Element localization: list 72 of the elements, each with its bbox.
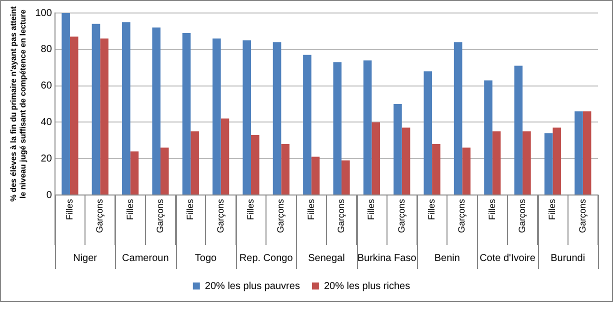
bar	[281, 144, 290, 194]
bar	[454, 42, 462, 194]
legend-label: 20% les plus pauvres	[204, 280, 300, 292]
x-tick-label: Filles	[124, 198, 135, 220]
text: Rep. Congo	[239, 252, 294, 264]
x-tick-label: Filles	[64, 198, 74, 220]
bar	[152, 28, 160, 194]
x-tick-label: Garçons	[396, 198, 406, 234]
bar	[272, 42, 282, 194]
text: Togo	[194, 252, 218, 264]
bar	[462, 148, 471, 194]
bar	[160, 148, 169, 194]
y-tick-label: 100	[35, 8, 52, 19]
x-tick-label: Filles	[185, 198, 196, 220]
y-tick-label: 20	[40, 153, 52, 164]
bar	[544, 133, 553, 194]
y-tick-label: 40	[40, 116, 52, 128]
x-tick-label: Garçons	[94, 198, 105, 234]
bar	[492, 131, 501, 194]
x-tick-label: Filles	[306, 198, 316, 220]
y-axis-title: % des élèves à la fin du primaire n'ayant pas atteint le niveau jugé suffisant de compétence en lecture	[9, 6, 28, 202]
bar	[582, 111, 592, 194]
x-tick-label: Garçons	[456, 198, 467, 234]
bar	[552, 128, 562, 194]
bar	[182, 33, 191, 194]
y-tick-label: 0	[46, 190, 52, 201]
bar	[402, 128, 410, 194]
y-tick-label: 80	[40, 44, 52, 56]
bar	[122, 22, 130, 194]
text: Burundi	[550, 252, 586, 264]
x-tick-label: Garçons	[517, 198, 528, 234]
text: Burkina Faso	[357, 252, 417, 264]
bar	[363, 60, 372, 194]
x-tick-label: Filles	[245, 198, 256, 220]
text: Niger	[73, 252, 98, 264]
bar	[212, 38, 221, 194]
x-tick-label: Garçons	[215, 198, 226, 234]
bar	[190, 131, 199, 194]
x-tick-label: Filles	[547, 198, 558, 220]
bar	[100, 38, 108, 194]
bar	[514, 66, 523, 194]
x-tick-label: Filles	[426, 198, 437, 220]
x-tick-label: Garçons	[154, 198, 165, 234]
x-tick-label: Filles	[486, 198, 497, 220]
legend-label: 20% les plus riches	[324, 280, 410, 292]
bar	[394, 104, 402, 194]
text: Cote d'Ivoire	[480, 252, 536, 264]
bar	[574, 111, 583, 194]
bar	[372, 122, 380, 194]
bar	[220, 118, 230, 194]
x-tick-label: Garçons	[336, 198, 346, 234]
bar	[242, 40, 252, 194]
bar	[62, 13, 70, 194]
bar	[130, 151, 139, 194]
bar	[432, 144, 440, 194]
bar	[424, 71, 432, 194]
y-tick-label: 60	[40, 80, 52, 92]
text: Senegal	[308, 252, 345, 264]
bar	[311, 156, 320, 194]
x-tick-label: Filles	[366, 198, 376, 220]
bar	[70, 36, 78, 194]
x-tick-label: Garçons	[577, 198, 588, 234]
x-tick-label: Garçons	[276, 198, 286, 234]
bar	[303, 54, 312, 194]
bar	[342, 160, 350, 194]
bar	[522, 131, 531, 194]
text: Cameroun	[122, 252, 169, 264]
bar	[484, 80, 492, 194]
bar	[333, 62, 342, 194]
bar	[251, 134, 260, 194]
text: Benin	[434, 252, 460, 264]
bar	[92, 24, 100, 194]
